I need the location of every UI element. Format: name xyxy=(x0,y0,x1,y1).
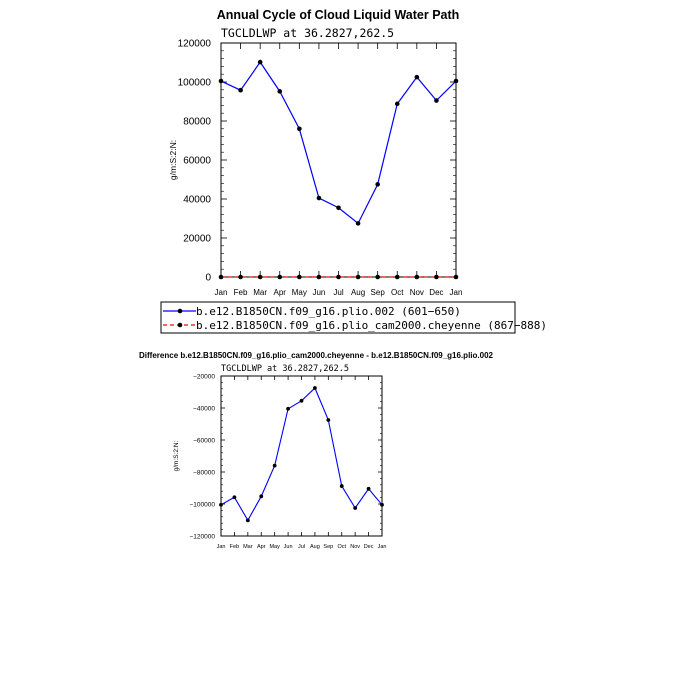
x-tick-label: Dec xyxy=(429,288,443,297)
y-tick-label: 80000 xyxy=(183,117,211,128)
data-point xyxy=(238,87,243,93)
data-point xyxy=(257,274,263,280)
x-tick-label: Aug xyxy=(310,544,320,550)
data-point xyxy=(299,398,304,403)
difference-line-chart: Difference b.e12.B1850CN.f09_g16.plio_ca… xyxy=(139,351,494,550)
x-tick-label: Jul xyxy=(298,544,305,550)
legend-marker-series-2 xyxy=(177,322,183,328)
series-line-1 xyxy=(220,61,457,225)
data-point xyxy=(355,274,361,280)
y-tick-label: 100000 xyxy=(178,78,212,89)
data-point xyxy=(316,195,322,201)
data-point xyxy=(297,274,302,280)
x-tick-label: May xyxy=(269,544,280,550)
x-tick-label: Aug xyxy=(351,288,365,297)
data-point xyxy=(326,418,331,422)
legend: b.e12.B1850CN.f09_g16.plio.002 (601−650)… xyxy=(160,301,547,334)
x-tick-label: Oct xyxy=(337,544,346,550)
y-tick-label: 20000 xyxy=(183,234,211,245)
chart-title: Annual Cycle of Cloud Liquid Water Path xyxy=(217,8,460,22)
x-tick-label: Feb xyxy=(230,544,239,550)
y-tick-label: 40000 xyxy=(183,195,211,206)
data-point xyxy=(375,182,380,187)
main-line-chart: Annual Cycle of Cloud Liquid Water Path … xyxy=(160,8,547,334)
x-tick-label: Nov xyxy=(350,544,360,550)
data-point xyxy=(313,386,317,390)
legend-label-series-2: b.e12.B1850CN.f09_g16.plio_cam2000.cheye… xyxy=(196,319,547,332)
x-tick-label: Jan xyxy=(217,544,226,550)
data-point xyxy=(277,89,283,94)
data-point xyxy=(232,495,237,500)
x-tick-label: Dec xyxy=(364,544,374,550)
x-tick-label: Jun xyxy=(312,288,325,297)
data-point xyxy=(380,502,384,507)
data-point xyxy=(286,406,290,411)
data-point xyxy=(375,274,380,280)
data-point xyxy=(219,502,223,507)
x-tick-label: Jun xyxy=(284,544,293,550)
legend-box xyxy=(160,301,516,334)
data-point xyxy=(453,78,459,84)
data-point xyxy=(257,59,263,65)
data-point xyxy=(453,274,459,280)
x-tick-label: Nov xyxy=(410,288,424,297)
x-tick-label: Mar xyxy=(253,288,267,297)
difference-chart-subtitle: TGCLDLWP at 36.2827,262.5 xyxy=(221,364,349,374)
x-tick-label: Oct xyxy=(391,288,404,297)
data-point xyxy=(366,486,371,491)
y-tick-label: −40000 xyxy=(193,405,215,412)
y-tick-label: −100000 xyxy=(190,501,216,508)
x-tick-label: Jan xyxy=(215,288,228,297)
legend-marker-series-1 xyxy=(177,308,183,314)
data-point xyxy=(339,484,344,488)
x-tick-label: Mar xyxy=(243,544,253,550)
data-point xyxy=(277,274,283,280)
y-tick-label: 120000 xyxy=(178,39,212,50)
x-tick-label: Feb xyxy=(234,288,248,297)
y-axis-label: g/m:S:2:N: xyxy=(168,140,178,180)
data-point xyxy=(297,126,302,132)
x-tick-label: Jan xyxy=(450,288,463,297)
plot-frame xyxy=(220,42,457,278)
x-tick-label: Jan xyxy=(378,544,387,550)
y-tick-label: 0 xyxy=(205,273,211,284)
data-point xyxy=(414,274,420,280)
difference-y-axis-label: g/m:S:2:N: xyxy=(173,440,180,471)
x-tick-label: Jul xyxy=(333,288,343,297)
data-point xyxy=(355,221,361,226)
series-line-1 xyxy=(220,387,383,522)
data-point xyxy=(336,205,341,211)
x-tick-label: May xyxy=(292,288,307,297)
data-point xyxy=(218,78,224,84)
y-tick-label: 60000 xyxy=(183,156,211,167)
data-point xyxy=(336,274,341,280)
data-point xyxy=(245,518,250,523)
x-tick-label: Apr xyxy=(274,288,287,297)
y-tick-label: −60000 xyxy=(193,437,215,444)
data-point xyxy=(316,274,322,280)
y-tick-label: −20000 xyxy=(193,373,215,380)
y-tick-label: −120000 xyxy=(190,533,216,540)
data-point xyxy=(272,463,277,468)
data-point xyxy=(353,506,358,510)
data-point xyxy=(394,274,400,280)
data-point xyxy=(394,101,400,107)
difference-chart-title: Difference b.e12.B1850CN.f09_g16.plio_ca… xyxy=(139,351,494,360)
data-point xyxy=(218,274,224,280)
y-tick-label: −80000 xyxy=(193,469,215,476)
data-point xyxy=(414,74,420,80)
legend-label-series-1: b.e12.B1850CN.f09_g16.plio.002 (601−650) xyxy=(196,305,461,318)
chart-subtitle: TGCLDLWP at 36.2827,262.5 xyxy=(221,26,394,40)
data-point xyxy=(434,274,439,280)
x-tick-label: Sep xyxy=(323,544,333,550)
x-tick-label: Apr xyxy=(257,544,266,550)
data-point xyxy=(259,494,264,499)
x-tick-label: Sep xyxy=(371,288,386,297)
data-point xyxy=(238,274,243,280)
data-point xyxy=(434,98,439,103)
